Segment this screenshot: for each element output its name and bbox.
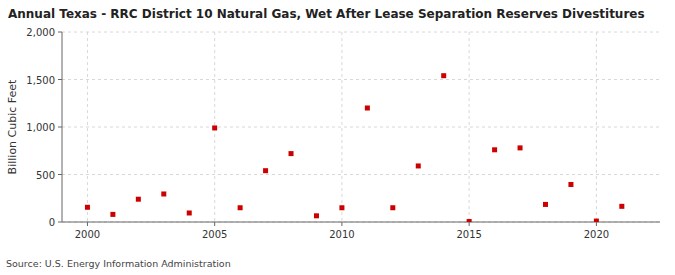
x-grid-line — [469, 32, 470, 222]
x-axis-line — [62, 222, 660, 223]
point — [314, 213, 319, 218]
x-tick-label: 2020 — [584, 229, 609, 240]
point — [467, 219, 472, 222]
y-grid-line — [62, 79, 660, 80]
point — [238, 205, 243, 210]
x-tick — [469, 222, 470, 226]
x-tick — [596, 222, 597, 226]
point — [263, 168, 268, 173]
point — [543, 202, 548, 207]
point — [339, 205, 344, 210]
point — [416, 163, 421, 168]
point — [390, 205, 395, 210]
point — [85, 205, 90, 210]
x-tick — [87, 222, 88, 226]
y-tick — [58, 79, 62, 80]
point — [212, 125, 217, 130]
y-tick — [58, 32, 62, 33]
x-tick-label: 2015 — [456, 229, 481, 240]
x-grid-line — [341, 32, 342, 222]
y-grid-line — [62, 222, 660, 223]
point — [441, 73, 446, 78]
x-tick — [214, 222, 215, 226]
y-tick-label: 1,500 — [26, 75, 55, 86]
point — [619, 204, 624, 209]
y-tick-label: 2,000 — [26, 27, 55, 38]
y-grid-line — [62, 127, 660, 128]
y-tick — [58, 222, 62, 223]
source: Source: U.S. Energy Information Administ… — [6, 258, 231, 269]
point — [187, 210, 192, 215]
x-tick-label: 2010 — [329, 229, 354, 240]
x-grid-line — [87, 32, 88, 222]
y-tick-label: 0 — [49, 217, 55, 228]
chart: Annual Texas - RRC District 10 Natural G… — [0, 0, 675, 275]
y-axis-label: Billion Cubic Feet — [6, 79, 19, 174]
x-tick-label: 2005 — [202, 229, 227, 240]
point — [365, 106, 370, 111]
point — [568, 182, 573, 187]
y-tick — [58, 174, 62, 175]
y-tick — [58, 127, 62, 128]
point — [289, 151, 294, 156]
x-tick-label: 2000 — [75, 229, 100, 240]
point — [110, 212, 115, 217]
point — [518, 145, 523, 150]
grid — [62, 32, 660, 222]
title: Annual Texas - RRC District 10 Natural G… — [8, 7, 645, 21]
y-tick-label: 500 — [36, 170, 55, 181]
y-grid-line — [62, 32, 660, 33]
point — [161, 191, 166, 196]
y-grid-line — [62, 174, 660, 175]
y-tick-label: 1,000 — [26, 122, 55, 133]
x-grid-line — [596, 32, 597, 222]
x-tick — [341, 222, 342, 226]
point — [594, 219, 599, 222]
points — [85, 73, 624, 222]
point — [136, 197, 141, 202]
point — [492, 147, 497, 152]
